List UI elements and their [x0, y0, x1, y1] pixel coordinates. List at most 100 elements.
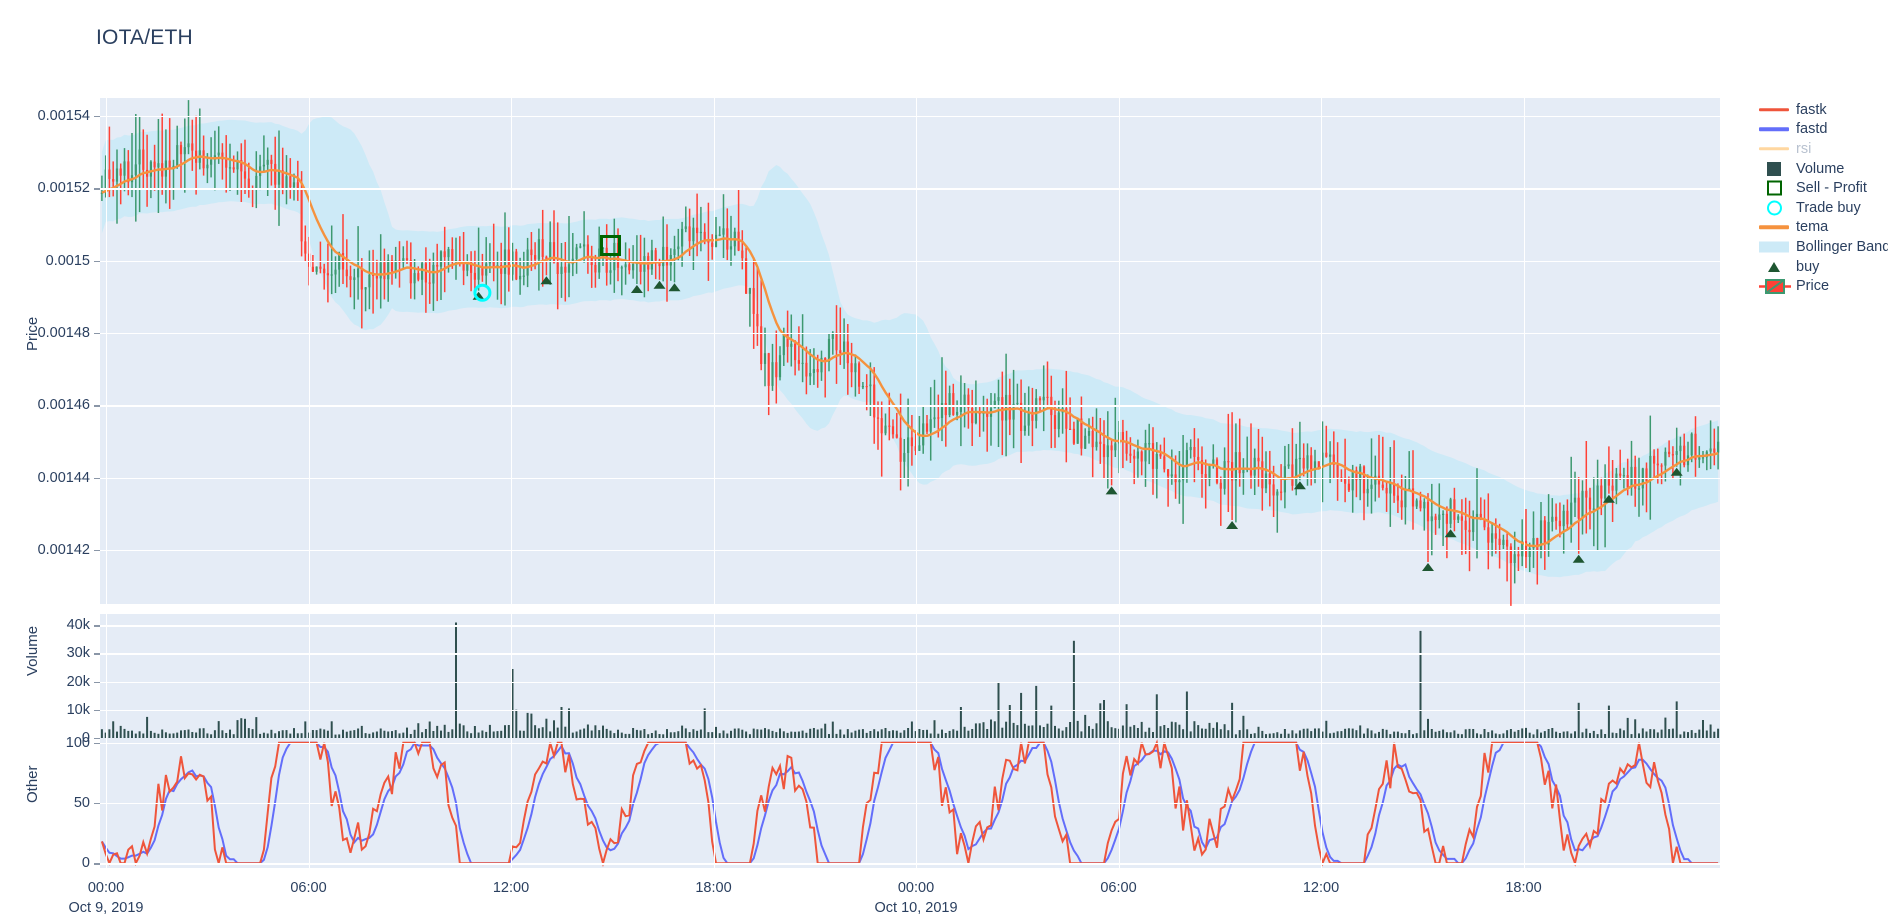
y-tick-mark	[94, 653, 100, 655]
band-swatch	[1756, 237, 1792, 256]
other-plot-panel	[100, 738, 1720, 868]
volume-y-tick: 40k	[66, 617, 90, 634]
y-tick-mark	[94, 681, 100, 684]
y-tick-mark	[94, 260, 100, 263]
legend-item-fastd[interactable]: fastd	[1756, 120, 1888, 140]
buy-marker	[1226, 521, 1239, 529]
x-tick-time: 12:00	[1302, 880, 1340, 896]
legend-item-label: Bollinger Band	[1796, 238, 1888, 255]
vertical-gridline	[713, 98, 715, 604]
buy-marker	[1670, 467, 1683, 476]
legend-item-label: Trade buy	[1796, 199, 1861, 216]
legend-item-label: rsi	[1796, 140, 1812, 157]
legend-item-bollinger-band[interactable]: Bollinger Band	[1756, 237, 1888, 257]
legend-item-sell-profit[interactable]: Sell - Profit	[1756, 178, 1888, 198]
y-tick-mark	[94, 742, 100, 745]
price-y-tick: 0.00154	[37, 108, 90, 125]
x-tick-label: 18:00	[1505, 878, 1541, 898]
triangle-up-swatch	[1756, 257, 1792, 276]
horizontal-gridline	[100, 625, 1720, 627]
volume-y-tick: 0	[81, 730, 90, 746]
vertical-gridline	[916, 98, 918, 604]
vertical-gridline	[1118, 614, 1120, 738]
volume-chart-svg	[100, 622, 1720, 738]
price-y-tick: 0.00144	[37, 469, 90, 486]
horizontal-gridline	[100, 405, 1720, 407]
vertical-gridline	[308, 98, 310, 604]
y-tick-mark	[94, 803, 100, 805]
horizontal-gridline	[100, 653, 1720, 655]
vertical-gridline	[1321, 614, 1323, 738]
horizontal-gridline	[100, 803, 1720, 805]
legend-item-buy[interactable]: buy	[1756, 257, 1888, 277]
price-y-tick: 0.0015	[45, 252, 90, 269]
price-plot-panel	[100, 98, 1720, 606]
horizontal-gridline	[100, 863, 1720, 865]
buy-marker	[668, 283, 681, 292]
circle-open-swatch	[1756, 198, 1792, 217]
trade-buy-marker[interactable]	[473, 283, 492, 302]
horizontal-gridline	[100, 681, 1720, 684]
horizontal-gridline	[100, 549, 1720, 552]
x-tick-label: 12:00	[1303, 878, 1339, 898]
y-tick-mark	[94, 738, 100, 740]
sell-profit-marker[interactable]	[600, 235, 621, 256]
price-y-tick: 0.00148	[37, 324, 90, 341]
volume-bar-series	[100, 622, 1720, 738]
legend-item-label: fastk	[1796, 101, 1827, 118]
legend-item-label: fastd	[1796, 121, 1828, 138]
vertical-gridline	[511, 614, 513, 738]
buy-marker	[1602, 494, 1615, 503]
y-tick-mark	[94, 625, 100, 627]
horizontal-gridline	[100, 260, 1720, 263]
horizontal-gridline	[100, 709, 1720, 712]
x-tick-label: 00:00 Oct 10, 2019	[874, 878, 957, 918]
vertical-gridline	[916, 614, 918, 738]
x-tick-label: 06:00	[290, 878, 326, 898]
vertical-gridline	[1118, 98, 1120, 604]
buy-marker	[1293, 481, 1306, 490]
horizontal-gridline	[100, 742, 1720, 745]
other-y-tick: 0	[81, 855, 90, 872]
legend-item-rsi[interactable]: rsi	[1756, 139, 1888, 159]
x-tick-date: Oct 10, 2019	[874, 900, 958, 916]
buy-marker	[1444, 529, 1457, 538]
candlestick-swatch	[1756, 277, 1792, 296]
y-tick-mark	[94, 477, 100, 479]
y-tick-mark	[94, 863, 100, 865]
legend-item-label: tema	[1796, 219, 1829, 236]
page-title: IOTA/ETH	[96, 26, 193, 49]
legend-item-fastk[interactable]: fastk	[1756, 100, 1888, 120]
square-swatch	[1756, 159, 1792, 178]
buy-markers[interactable]	[472, 276, 1683, 571]
legend-item-trade-buy[interactable]: Trade buy	[1756, 198, 1888, 218]
x-tick-time: 06:00	[1100, 880, 1137, 896]
x-tick-label: 00:00 Oct 9, 2019	[69, 878, 144, 918]
y-tick-mark	[94, 405, 100, 407]
horizontal-gridline	[100, 188, 1720, 190]
line-swatch	[1756, 100, 1792, 119]
x-tick-time: 00:00	[897, 880, 935, 896]
x-tick-time: 18:00	[1505, 880, 1542, 896]
line-swatch	[1756, 139, 1792, 158]
other-y-tick: 50	[73, 795, 90, 811]
y-tick-mark	[94, 709, 100, 712]
x-tick-label: 18:00	[695, 878, 731, 898]
x-tick-label: 06:00	[1100, 878, 1136, 898]
price-y-tick: 0.00152	[37, 180, 90, 197]
legend-item-volume[interactable]: Volume	[1756, 159, 1888, 179]
vertical-gridline	[1321, 98, 1323, 604]
legend-item-tema[interactable]: tema	[1756, 218, 1888, 238]
y-tick-mark	[94, 116, 100, 118]
volume-plot-panel	[100, 614, 1720, 740]
legend-item-price[interactable]: Price	[1756, 276, 1888, 296]
legend-item-label: Volume	[1796, 160, 1845, 177]
price-y-tick: 0.00142	[37, 541, 90, 558]
x-tick-time: 06:00	[290, 880, 327, 896]
vertical-gridline	[1523, 98, 1525, 604]
chart-legend: fastk fastd rsi Volume Sell - Profit Trade bu…	[1756, 100, 1888, 296]
x-tick-label: 12:00	[493, 878, 529, 898]
vertical-gridline	[1523, 614, 1525, 738]
line-swatch	[1756, 120, 1792, 139]
y-tick-mark	[94, 332, 100, 335]
